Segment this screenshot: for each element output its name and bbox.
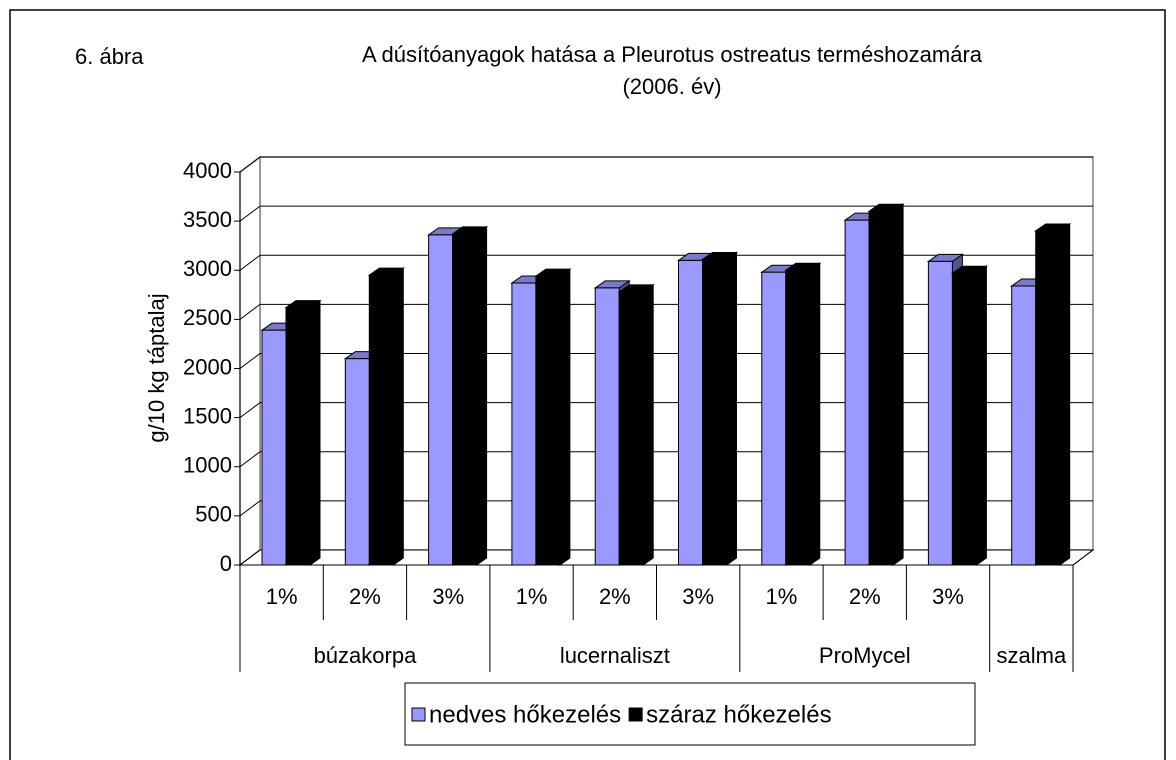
- y-tick-label: 3500: [183, 207, 232, 232]
- chart-title: A dúsítóanyagok hatása a Pleurotus ostre…: [362, 42, 983, 67]
- legend-swatch: [411, 707, 426, 722]
- x-tick-label: 3%: [932, 584, 964, 609]
- bar: [785, 269, 811, 566]
- x-tick-label: 3%: [682, 584, 714, 609]
- y-tick-label: 3000: [183, 256, 232, 281]
- bar: [868, 210, 894, 566]
- bar: [261, 329, 287, 566]
- bar-side: [476, 225, 488, 566]
- y-axis-label: g/10 kg táptalaj: [144, 293, 169, 442]
- bar-side: [726, 251, 737, 566]
- annotation: 6. ábra: [75, 44, 144, 69]
- bar: [1035, 230, 1061, 566]
- y-tick-label: 500: [195, 502, 232, 527]
- bar: [285, 307, 311, 566]
- bar-side: [559, 268, 571, 566]
- y-tick-label: 4000: [183, 158, 232, 183]
- x-group-label: szalma: [997, 643, 1067, 668]
- x-axis: [1072, 549, 1094, 566]
- x-tick-label: 3%: [432, 584, 464, 609]
- legend-label: száraz hőkezelés: [646, 701, 831, 728]
- bar: [702, 258, 727, 566]
- bar-side: [1059, 222, 1071, 566]
- bar-side: [392, 267, 404, 566]
- bar: [678, 259, 703, 566]
- x-tick-label: 1%: [266, 584, 298, 609]
- bar: [428, 234, 454, 566]
- bar: [1011, 285, 1037, 566]
- y-tick-label: 1500: [183, 403, 232, 428]
- grid-line: [239, 451, 261, 468]
- bar: [844, 219, 870, 566]
- bar-side: [809, 262, 821, 566]
- grid-line: [239, 156, 261, 173]
- legend-box: [404, 682, 976, 746]
- bar: [951, 272, 977, 566]
- bar-side: [309, 299, 321, 566]
- grid-line: [239, 402, 261, 419]
- bar-side: [975, 265, 987, 566]
- x-group-label: ProMycel: [819, 643, 911, 668]
- x-group-label: búzakorpa: [314, 643, 418, 668]
- y-tick-label: 2000: [183, 354, 232, 379]
- bar-side: [642, 283, 654, 566]
- legend-label: nedves hőkezelés: [429, 701, 621, 728]
- x-tick-label: 1%: [516, 584, 548, 609]
- grid-line: [239, 205, 261, 222]
- bar: [618, 291, 644, 566]
- grid-line: [239, 303, 261, 320]
- bar: [594, 287, 620, 566]
- bar: [511, 282, 537, 566]
- x-tick-label: 1%: [766, 584, 798, 609]
- x-tick-label: 2%: [849, 584, 881, 609]
- bar: [927, 260, 953, 566]
- legend-swatch: [628, 707, 643, 722]
- bar: [452, 233, 478, 566]
- grid-line: [239, 254, 261, 271]
- x-tick-label: 2%: [349, 584, 381, 609]
- x-group-label: lucernaliszt: [560, 643, 670, 668]
- bar: [344, 358, 370, 566]
- bar: [761, 271, 787, 566]
- grid-line: [239, 549, 261, 566]
- y-tick-label: 2500: [183, 305, 232, 330]
- bar: [535, 275, 561, 566]
- chart-title: (2006. év): [622, 74, 721, 99]
- grid-line: [239, 500, 261, 517]
- bar: [368, 274, 394, 566]
- x-tick-label: 2%: [599, 584, 631, 609]
- bar-side: [892, 203, 904, 566]
- y-tick-label: 1000: [183, 453, 232, 478]
- y-tick-label: 0: [220, 551, 232, 576]
- grid-line: [239, 353, 261, 369]
